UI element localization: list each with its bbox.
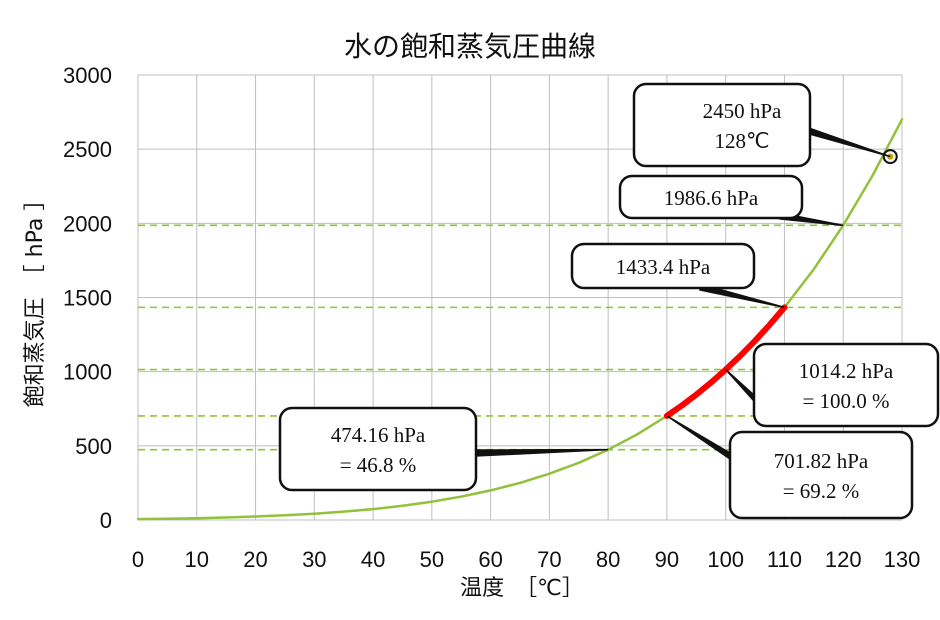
callout-leader <box>666 415 731 461</box>
x-axis-label: 温度 ［℃］ <box>460 576 584 601</box>
x-tick-label: 20 <box>243 547 267 572</box>
tick-labels: 0 10 20 30 40 50 60 70 80 90 100 110 120 130 0 500 1000 1… <box>63 63 920 572</box>
callout-text: = 46.8 % <box>340 453 417 477</box>
x-tick-label: 80 <box>596 547 620 572</box>
callout: 1433.4 hPa <box>570 242 785 309</box>
chart-title: 水の飽和蒸気圧曲線 <box>344 30 596 63</box>
callout-text: 2450 hPa <box>703 99 782 123</box>
x-tick-label: 70 <box>537 547 561 572</box>
callout-box <box>632 82 812 168</box>
x-tick-label: 120 <box>825 547 862 572</box>
callout: 1014.2 hPa = 100.0 % <box>725 342 940 428</box>
callout: 474.16 hPa = 46.8 % <box>278 406 609 492</box>
x-tick-label: 130 <box>884 547 921 572</box>
y-tick-label: 3000 <box>63 63 112 88</box>
callout-box <box>728 430 914 520</box>
x-tick-label: 50 <box>420 547 444 572</box>
callout-text: 128℃ <box>714 129 769 153</box>
y-tick-label: 2000 <box>63 211 112 236</box>
callout-text: 474.16 hPa <box>331 423 426 447</box>
callout: 1986.6 hPa <box>618 174 844 227</box>
callout-text: = 100.0 % <box>802 389 889 413</box>
x-tick-label: 0 <box>132 547 144 572</box>
y-tick-label: 0 <box>100 508 112 533</box>
callout-text: 1014.2 hPa <box>799 359 894 383</box>
callout-leader <box>725 369 755 403</box>
callout-leader <box>475 448 609 457</box>
callout-box <box>278 406 478 492</box>
callout-text: 1986.6 hPa <box>664 186 759 210</box>
callout-text: 701.82 hPa <box>774 449 869 473</box>
y-tick-label: 2500 <box>63 137 112 162</box>
x-tick-label: 110 <box>767 547 802 572</box>
callout: 2450 hPa 128℃ <box>632 82 891 168</box>
callout-box <box>570 242 756 290</box>
x-tick-label: 10 <box>185 547 209 572</box>
callouts: 2450 hPa 128℃ 1986.6 hPa 1433.4 hPa 1014.2 h… <box>278 82 940 520</box>
x-tick-label: 100 <box>707 547 744 572</box>
x-tick-label: 60 <box>478 547 502 572</box>
callout-text: 1433.4 hPa <box>616 255 711 279</box>
callout-leader <box>805 125 891 158</box>
x-tick-label: 30 <box>302 547 326 572</box>
x-tick-label: 40 <box>361 547 385 572</box>
y-tick-label: 1000 <box>63 360 112 385</box>
callout-text: = 69.2 % <box>783 479 860 503</box>
y-axis-label: 飽和蒸気圧 ［ hPa ］ <box>23 189 48 408</box>
callout-box <box>618 174 804 220</box>
y-tick-label: 1500 <box>63 286 112 311</box>
x-tick-label: 90 <box>655 547 679 572</box>
y-tick-label: 500 <box>75 434 112 459</box>
callout-box <box>752 342 940 428</box>
callout: 701.82 hPa = 69.2 % <box>666 415 914 520</box>
